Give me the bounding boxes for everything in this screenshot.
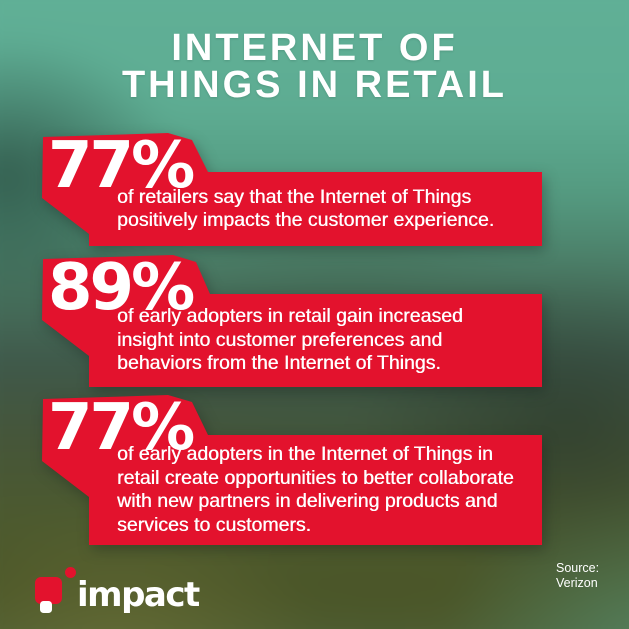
stat-value: 77% (48, 129, 195, 203)
stat-value: 77% (48, 391, 195, 465)
stat-value: 89% (48, 251, 195, 325)
logo-square-icon (35, 577, 62, 604)
stat-banner-shape: 89% of early adopters in retail gain inc… (42, 251, 542, 387)
source-attribution: Source: Verizon (556, 561, 599, 590)
stat-block-1: 77% of retailers say that the Internet o… (40, 133, 542, 246)
impact-logo: impact (35, 565, 200, 613)
stat-description: of early adopters in retail gain increas… (117, 305, 463, 375)
stat-description: of retailers say that the Internet of Th… (117, 185, 495, 232)
stat-banner-shape: 77% of retailers say that the Internet o… (42, 129, 542, 246)
page-title: INTERNET OF THINGS IN RETAIL (0, 27, 629, 106)
stat-block-3: 77% of early adopters in the Internet of… (40, 395, 542, 545)
source-value: Verizon (556, 575, 598, 590)
stat-banner-shape: 77% of early adopters in the Internet of… (42, 391, 542, 545)
impact-logo-icon (35, 565, 77, 613)
stat-description: of early adopters in the Internet of Thi… (117, 443, 514, 536)
logo-square-dot-icon (40, 601, 52, 613)
page-title-line1: INTERNET OF (171, 27, 458, 69)
brand-name: impact (77, 575, 200, 615)
stat-block-2: 89% of early adopters in retail gain inc… (40, 255, 542, 387)
logo-dot-icon (65, 567, 76, 578)
source-label: Source: (556, 561, 600, 575)
page-title-line2: THINGS IN RETAIL (121, 64, 508, 106)
